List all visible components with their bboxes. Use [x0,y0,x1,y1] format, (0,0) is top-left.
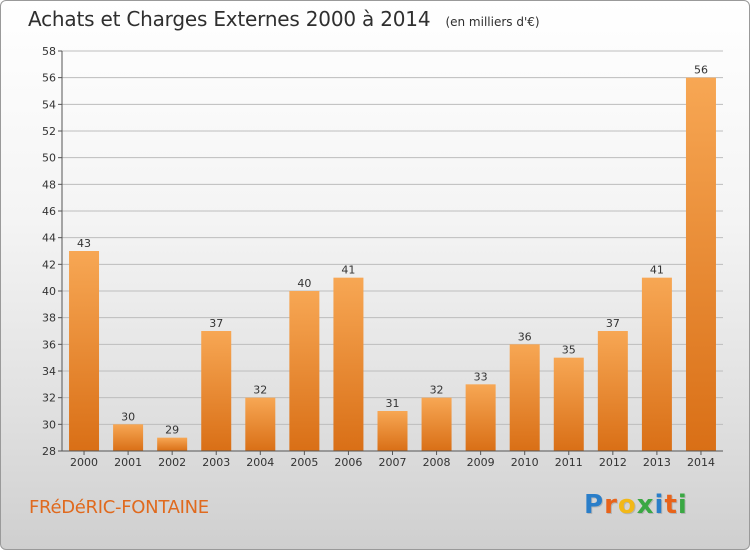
x-tick-label: 2012 [599,456,627,469]
title-row: Achats et Charges Externes 2000 à 2014 (… [28,7,540,31]
logo-letter: r [604,490,618,520]
x-tick-label: 2014 [687,456,715,469]
value-label: 36 [518,330,532,343]
x-tick-label: 2005 [290,456,318,469]
axes: 28 30 32 34 36 38 40 42 44 46 48 50 52 54 56 58 2000 2001… [42,45,723,469]
proxiti-logo[interactable]: Proxiti [584,490,688,520]
bar-2006 [333,277,364,451]
bar-2004 [245,397,276,451]
bar-2002 [157,437,188,451]
value-label: 37 [606,317,620,330]
value-label: 31 [386,397,400,410]
value-label: 41 [650,264,664,277]
value-label: 40 [297,277,311,290]
city-name: FRéDéRIC-FONTAINE [29,497,209,518]
x-tick-label: 2006 [334,456,362,469]
logo-letter: P [584,490,605,520]
y-tick-label: 50 [42,152,56,165]
bar-2008 [421,397,452,451]
bar-2012 [597,331,628,451]
logo-letter: t [664,490,678,520]
bar-2001 [113,424,144,451]
value-label: 41 [341,264,355,277]
bar-2014 [685,77,716,452]
x-tick-label: 2008 [423,456,451,469]
x-tick-label: 2013 [643,456,671,469]
x-tick-label: 2009 [467,456,495,469]
chart-unit: (en milliers d'€) [445,15,540,29]
bar-2003 [201,331,232,451]
value-label: 32 [253,384,267,397]
value-label: 32 [430,384,444,397]
value-label: 30 [121,410,135,423]
x-tick-label: 2011 [555,456,583,469]
x-tick-label: 2003 [202,456,230,469]
value-label: 56 [694,64,708,77]
value-label: 33 [474,370,488,383]
y-tick-label: 44 [42,232,56,245]
x-tick-label: 2004 [246,456,274,469]
bar-2007 [377,411,408,451]
bar-2011 [553,357,584,451]
y-tick-label: 36 [42,338,56,351]
logo-letter: i [654,490,665,520]
bar-2013 [641,277,672,451]
y-tick-label: 32 [42,392,56,405]
value-label: 43 [77,237,91,250]
y-tick-label: 42 [42,258,56,271]
value-label: 29 [165,424,179,437]
x-tick-label: 2010 [511,456,539,469]
logo-letter: x [636,490,655,520]
bar-chart: 43 30 29 37 32 40 41 31 32 33 36 35 37 41 56 28 30 32 34 3… [42,45,723,469]
y-tick-label: 34 [42,365,56,378]
bar-2000 [69,251,100,451]
chart-title: Achats et Charges Externes 2000 à 2014 [28,7,431,31]
y-tick-label: 52 [42,125,56,138]
bar-2009 [465,384,496,451]
y-tick-label: 38 [42,312,56,325]
x-tick-label: 2002 [158,456,186,469]
bar-2005 [289,291,320,451]
x-tick-label: 2007 [379,456,407,469]
y-tick-label: 40 [42,285,56,298]
bars: 43 30 29 37 32 40 41 31 32 33 36 35 37 41 56 [69,64,716,452]
logo-letter: o [617,490,637,520]
x-tick-label: 2001 [114,456,142,469]
y-tick-label: 46 [42,205,56,218]
y-tick-label: 56 [42,72,56,85]
value-label: 37 [209,317,223,330]
y-tick-label: 54 [42,98,56,111]
x-tick-label: 2000 [70,456,98,469]
y-tick-label: 30 [42,418,56,431]
bar-2010 [509,344,540,451]
y-tick-label: 58 [42,45,56,58]
logo-letter: i [677,490,688,520]
value-label: 35 [562,344,576,357]
y-tick-label: 48 [42,178,56,191]
y-tick-label: 28 [42,445,56,458]
